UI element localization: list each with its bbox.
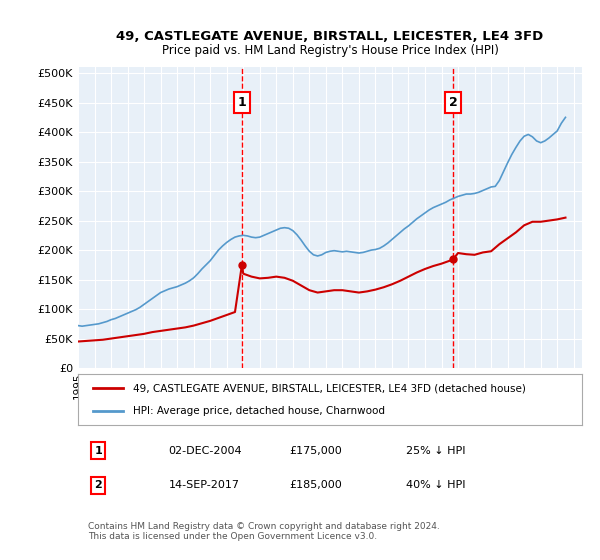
Text: 14-SEP-2017: 14-SEP-2017 — [169, 480, 240, 491]
Text: 2: 2 — [94, 480, 102, 491]
Text: Price paid vs. HM Land Registry's House Price Index (HPI): Price paid vs. HM Land Registry's House … — [161, 44, 499, 57]
Text: Contains HM Land Registry data © Crown copyright and database right 2024.
This d: Contains HM Land Registry data © Crown c… — [88, 522, 440, 542]
Text: 49, CASTLEGATE AVENUE, BIRSTALL, LEICESTER, LE4 3FD: 49, CASTLEGATE AVENUE, BIRSTALL, LEICEST… — [116, 30, 544, 43]
Text: 2: 2 — [449, 96, 458, 109]
Text: 25% ↓ HPI: 25% ↓ HPI — [406, 446, 465, 456]
Text: 49, CASTLEGATE AVENUE, BIRSTALL, LEICESTER, LE4 3FD (detached house): 49, CASTLEGATE AVENUE, BIRSTALL, LEICEST… — [133, 383, 526, 393]
Text: 02-DEC-2004: 02-DEC-2004 — [169, 446, 242, 456]
Text: 1: 1 — [94, 446, 102, 456]
Text: HPI: Average price, detached house, Charnwood: HPI: Average price, detached house, Char… — [133, 406, 385, 416]
Text: £185,000: £185,000 — [290, 480, 343, 491]
Text: 40% ↓ HPI: 40% ↓ HPI — [406, 480, 465, 491]
Text: £175,000: £175,000 — [290, 446, 343, 456]
Text: 1: 1 — [238, 96, 246, 109]
